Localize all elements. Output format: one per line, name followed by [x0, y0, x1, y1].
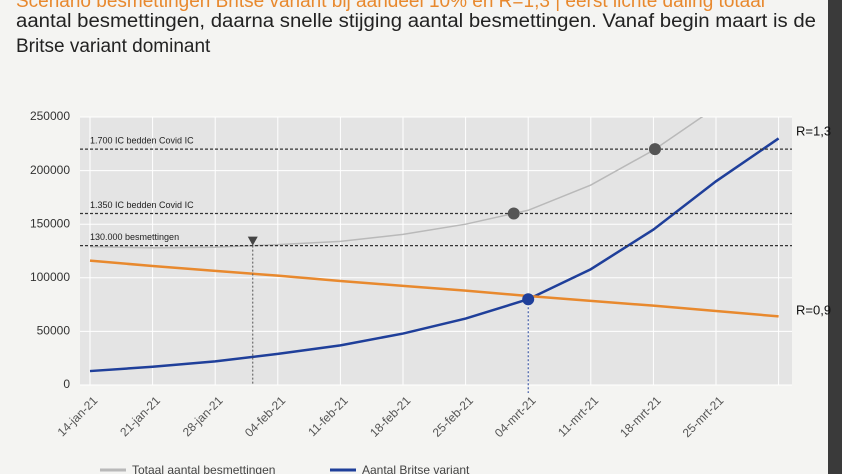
reference-label: 130.000 besmettingen: [90, 232, 179, 242]
title: Scenario besmettingen Britse variant bij…: [16, 0, 765, 12]
legend-label: Totaal aantal besmettingen: [132, 463, 275, 474]
marker-dot: [507, 207, 520, 220]
subtitle-line: Britse variant dominant: [16, 36, 211, 57]
marker-dot: [522, 293, 535, 306]
reference-label: 1.350 IC bedden Covid IC: [90, 200, 194, 210]
y-tick-label: 150000: [30, 216, 70, 230]
series-line: [89, 117, 704, 249]
plot-bg: [80, 117, 792, 385]
y-tick-label: 200000: [30, 163, 70, 177]
marker-triangle: [247, 236, 258, 246]
reference-label: 1.700 IC bedden Covid IC: [90, 136, 194, 146]
y-tick-label: 50000: [37, 324, 71, 338]
y-tick-label: 0: [63, 377, 70, 391]
subtitle-line: aantal besmettingen, daarna snelle stijg…: [16, 11, 816, 32]
annotation: R=1,3: [796, 123, 831, 138]
y-tick-label: 100000: [30, 270, 70, 284]
annotation: R=0,9: [796, 302, 831, 317]
series-line: [89, 259, 779, 318]
y-tick-label: 250000: [30, 109, 70, 123]
series-line: [89, 137, 780, 373]
legend-label: Aantal Britse variant: [362, 463, 470, 474]
plot-lines: [89, 117, 780, 373]
marker-dot: [648, 143, 661, 156]
